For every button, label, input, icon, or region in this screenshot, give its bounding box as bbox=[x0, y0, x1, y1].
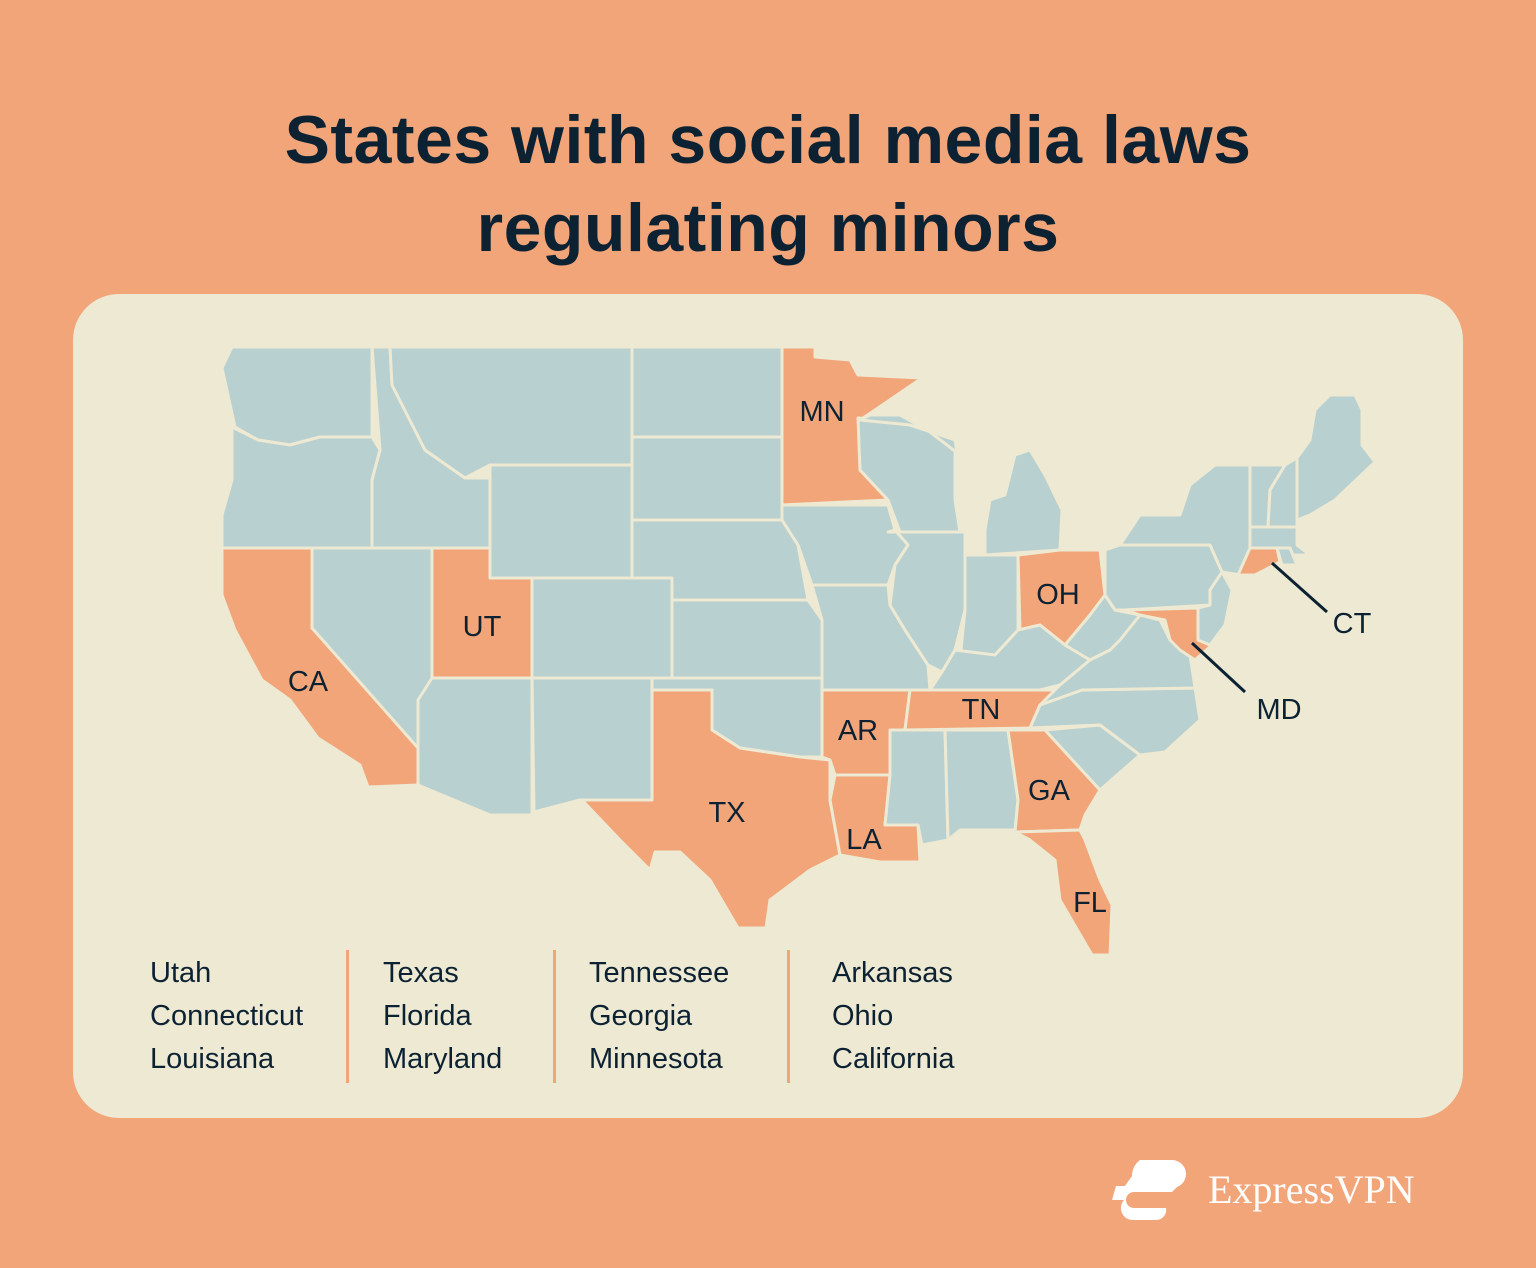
state-nm bbox=[530, 676, 654, 814]
state-pa bbox=[1103, 543, 1224, 612]
state-fl bbox=[1013, 828, 1114, 957]
state-label-tn: TN bbox=[962, 694, 1001, 726]
state-label-oh: OH bbox=[1036, 579, 1080, 611]
state-nd bbox=[630, 345, 784, 439]
state-label-la: LA bbox=[846, 824, 882, 856]
state-wa bbox=[220, 345, 374, 447]
legend-column: Tennessee Georgia Minnesota bbox=[589, 957, 730, 1075]
state-label-ct: CT bbox=[1333, 608, 1372, 640]
leader-line-ct bbox=[1271, 561, 1328, 614]
state-ri bbox=[1275, 546, 1299, 567]
legend-column: Arkansas Ohio California bbox=[832, 957, 955, 1075]
state-label-ga: GA bbox=[1028, 775, 1071, 807]
state-al bbox=[943, 728, 1020, 842]
leader-line-md bbox=[1190, 641, 1247, 694]
state-ct bbox=[1236, 546, 1282, 577]
state-ky bbox=[928, 623, 1092, 692]
state-label-tx: TX bbox=[708, 797, 745, 829]
legend-column: Texas Florida Maryland bbox=[383, 957, 503, 1075]
legend-column: Utah Connecticut Louisiana bbox=[150, 957, 304, 1075]
expressvpn-logo-icon bbox=[1112, 1160, 1186, 1221]
divider bbox=[346, 950, 349, 1083]
state-label-ut: UT bbox=[463, 611, 502, 643]
state-sd bbox=[630, 435, 784, 522]
state-ks bbox=[670, 598, 824, 680]
state-mi bbox=[983, 448, 1064, 557]
state-nj bbox=[1196, 570, 1234, 647]
brand-name: ExpressVPN bbox=[1208, 1167, 1415, 1212]
state-label-ar: AR bbox=[838, 715, 878, 747]
state-label-fl: FL bbox=[1073, 887, 1107, 919]
state-label-md: MD bbox=[1256, 694, 1301, 726]
state-tx bbox=[580, 688, 842, 930]
state-ia bbox=[780, 503, 910, 587]
state-mn bbox=[780, 345, 924, 507]
state-label-mn: MN bbox=[799, 396, 844, 428]
divider bbox=[787, 950, 790, 1083]
page-title: States with social media laws regulating… bbox=[284, 102, 1252, 266]
state-mi bbox=[858, 413, 967, 502]
state-label-ca: CA bbox=[288, 666, 329, 698]
state-co bbox=[530, 576, 674, 680]
state-az bbox=[416, 676, 534, 817]
divider bbox=[553, 950, 556, 1083]
state-or bbox=[220, 425, 382, 550]
state-wy bbox=[488, 463, 634, 580]
state-me bbox=[1295, 393, 1377, 522]
